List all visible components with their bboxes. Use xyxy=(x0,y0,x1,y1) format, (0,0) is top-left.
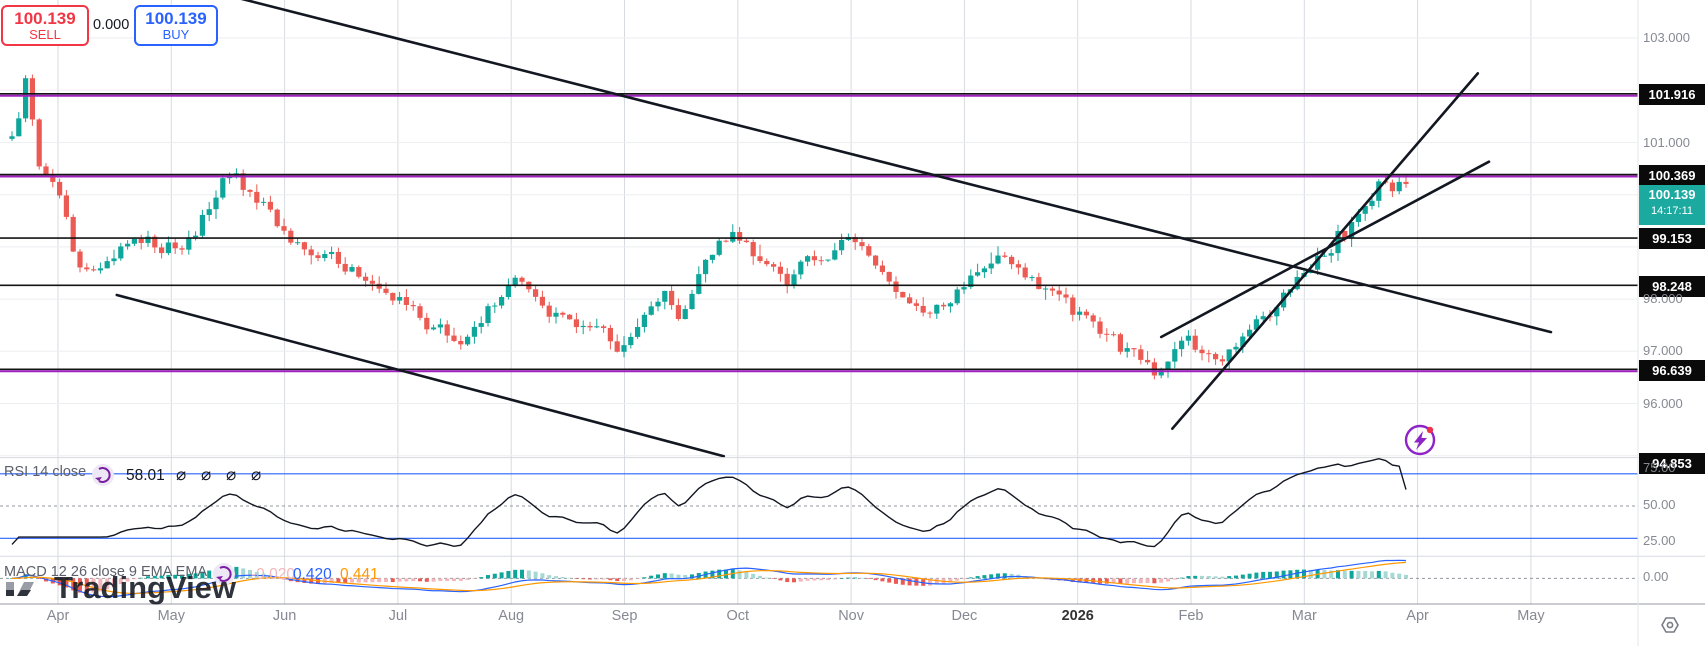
svg-text:⌀: ⌀ xyxy=(226,465,236,484)
svg-text:Dec: Dec xyxy=(952,608,978,624)
svg-text:Feb: Feb xyxy=(1179,608,1204,624)
svg-text:Jun: Jun xyxy=(273,608,296,624)
svg-text:Sep: Sep xyxy=(612,608,638,624)
svg-text:Mar: Mar xyxy=(1292,608,1317,624)
svg-text:⌀: ⌀ xyxy=(176,465,186,484)
svg-text:Apr: Apr xyxy=(47,608,70,624)
svg-text:May: May xyxy=(158,608,186,624)
svg-text:0.441: 0.441 xyxy=(340,566,379,583)
svg-text:Apr: Apr xyxy=(1406,608,1429,624)
svg-text:⌀: ⌀ xyxy=(251,465,261,484)
svg-text:May: May xyxy=(1517,608,1545,624)
svg-text:2026: 2026 xyxy=(1062,608,1094,624)
svg-text:⌀: ⌀ xyxy=(201,465,211,484)
svg-text:Nov: Nov xyxy=(838,608,865,624)
svg-text:Aug: Aug xyxy=(498,608,524,624)
svg-text:0.420: 0.420 xyxy=(293,566,332,583)
svg-text:TradingView: TradingView xyxy=(54,570,237,605)
svg-text:RSI 14 close: RSI 14 close xyxy=(4,464,86,480)
svg-text:-0.020: -0.020 xyxy=(251,566,295,583)
svg-text:58.01: 58.01 xyxy=(126,467,165,484)
svg-text:Jul: Jul xyxy=(389,608,408,624)
svg-text:Oct: Oct xyxy=(727,608,750,624)
